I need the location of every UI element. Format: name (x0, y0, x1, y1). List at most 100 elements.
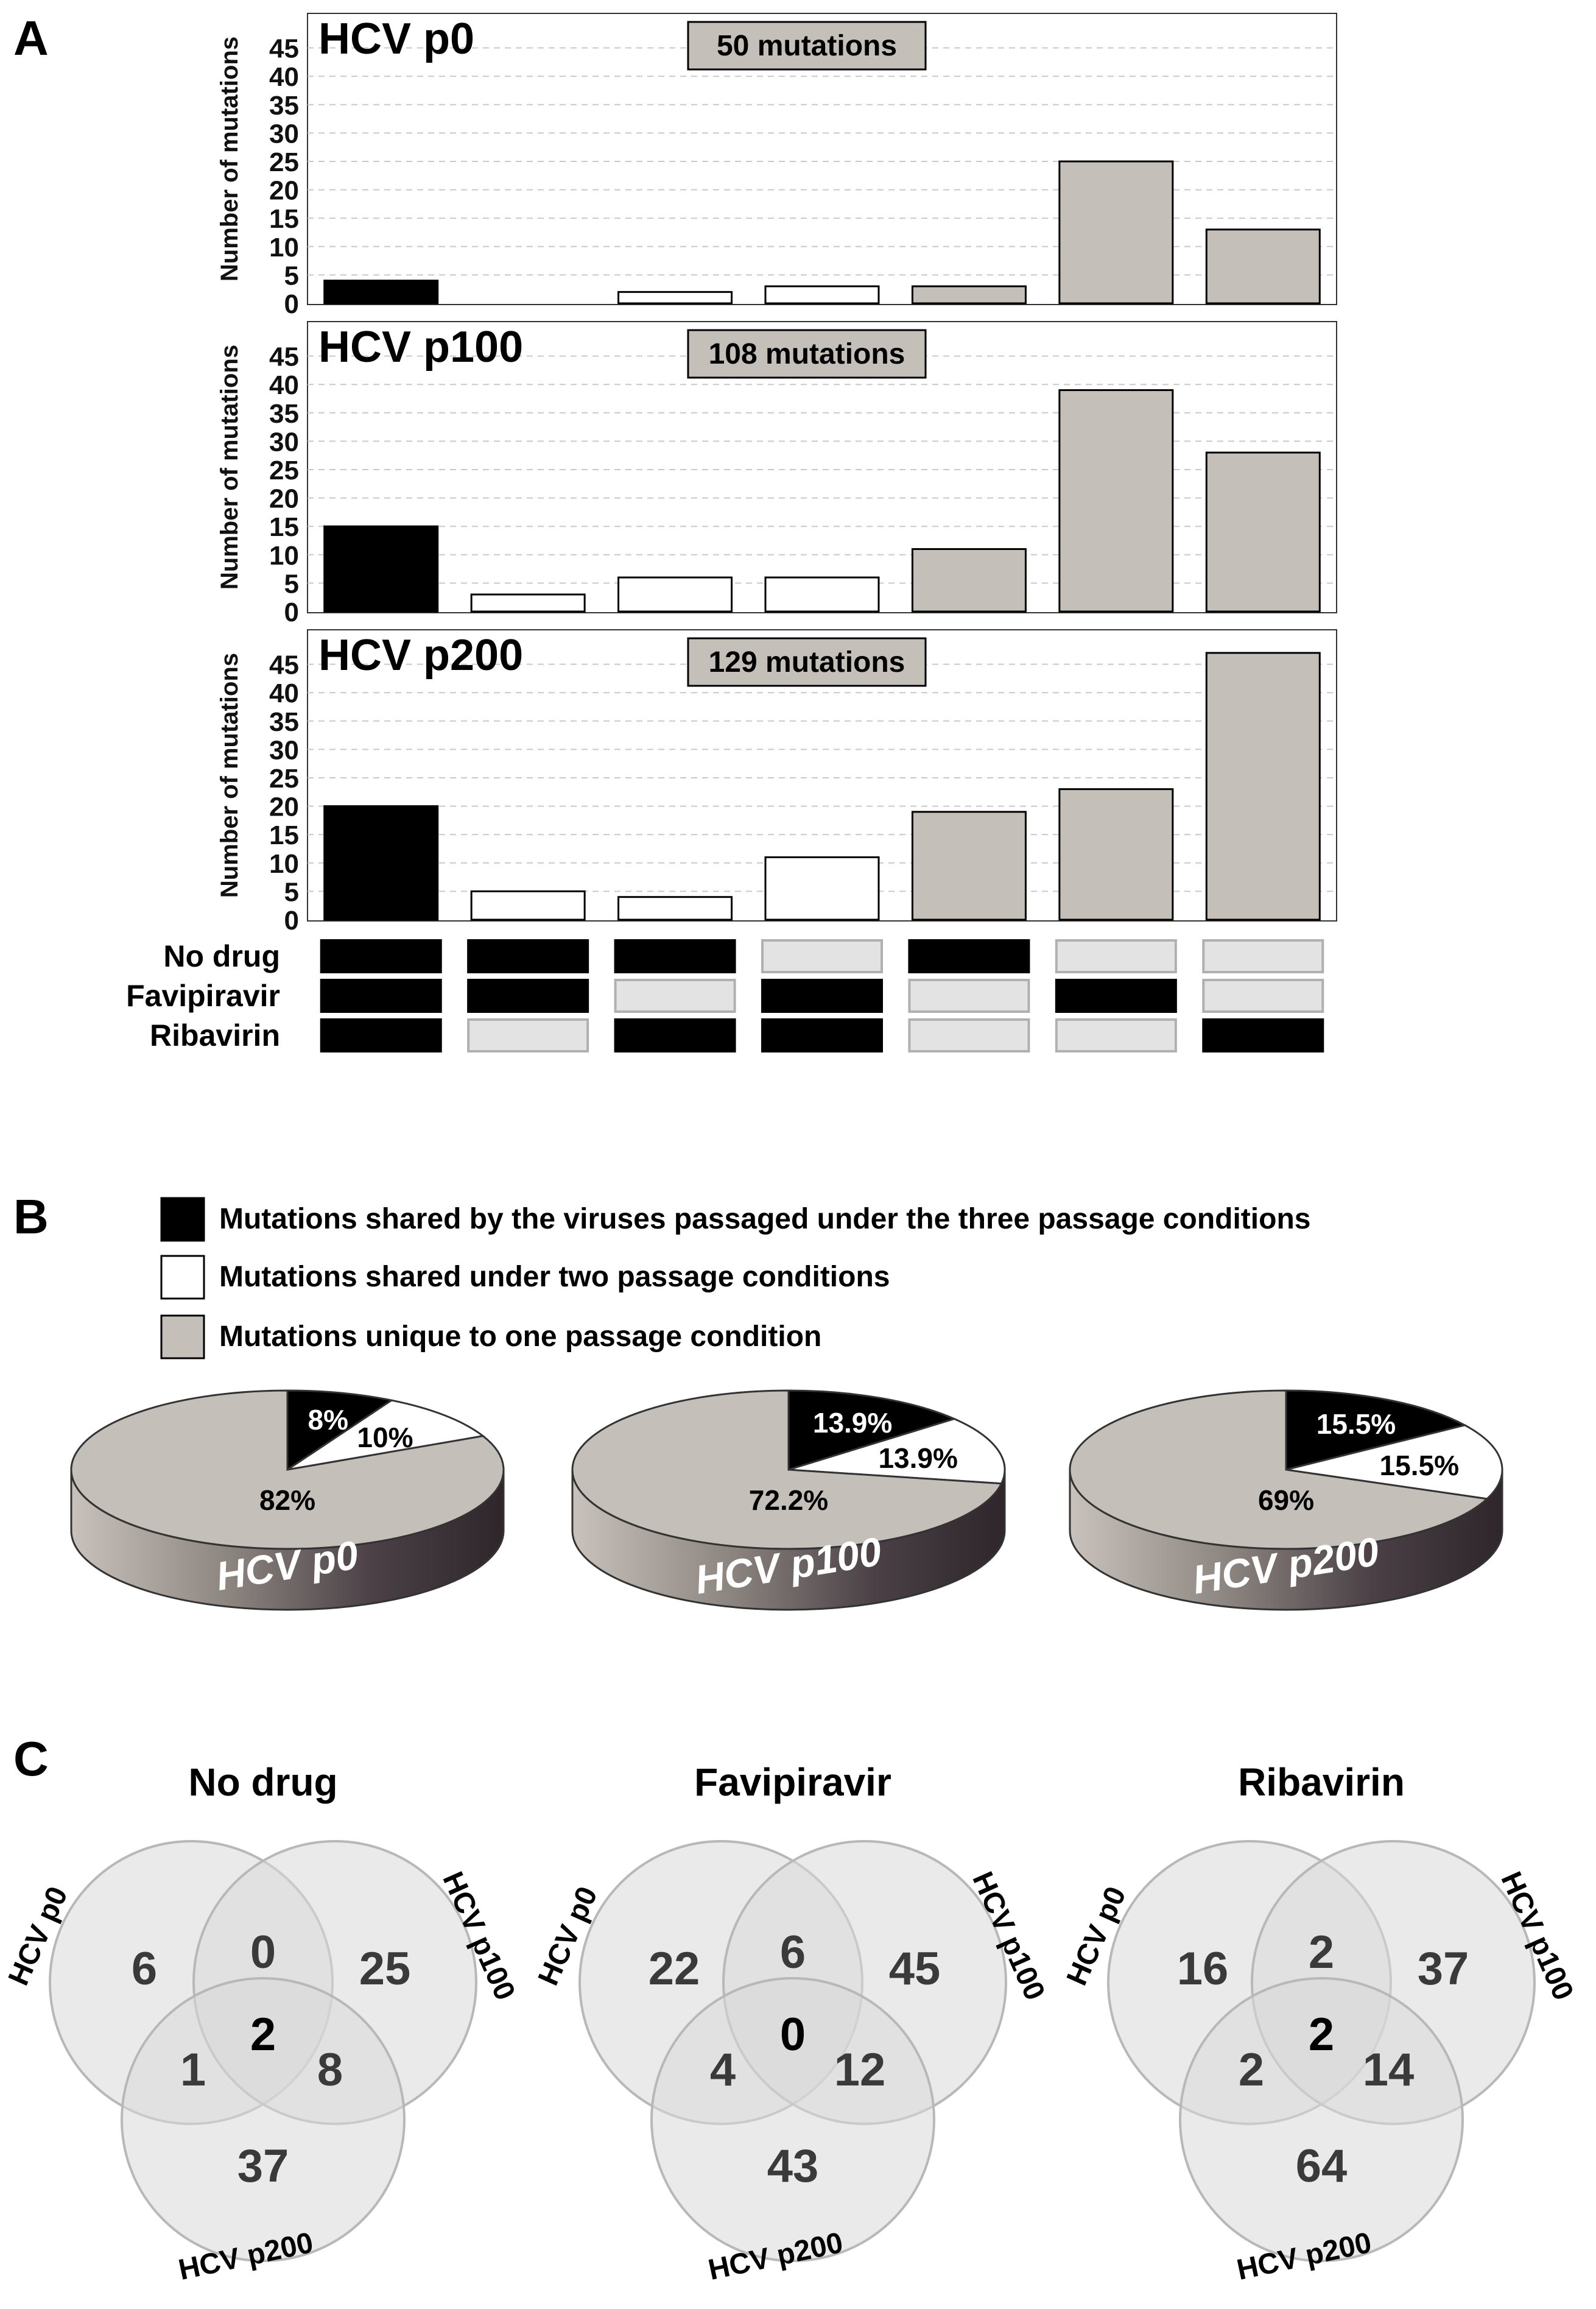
pie-slice (1069, 1389, 1489, 1550)
condition-cell-on (614, 1018, 736, 1052)
venn-region-count: 64 (1296, 2140, 1348, 2192)
mutation-count-badge (687, 21, 927, 71)
venn-region-count: 37 (1418, 1943, 1469, 1995)
venn-set-circle (1179, 1977, 1464, 2262)
venn-region-count: 6 (780, 1927, 806, 1978)
legend-swatch (160, 1314, 205, 1359)
y-tick-label: 40 (269, 62, 299, 92)
panel-label-b: B (13, 1190, 49, 1244)
y-tick-label: 10 (269, 849, 299, 879)
pie-slice-label: 13.9% (813, 1407, 892, 1439)
condition-cell-on (467, 939, 589, 973)
venn-set-circle (650, 1977, 935, 2262)
panel-label-c: C (13, 1732, 49, 1786)
legend-label: Mutations unique to one passage conditio… (219, 1320, 821, 1353)
bar (1205, 228, 1321, 305)
condition-cell-on (320, 939, 442, 973)
y-tick-label: 30 (269, 427, 299, 457)
y-tick-label: 30 (269, 735, 299, 765)
pie-slice-label: 8% (308, 1404, 348, 1436)
venn-region-count: 2 (250, 2009, 276, 2060)
condition-cell-on (614, 939, 736, 973)
pie-slice (70, 1389, 505, 1550)
venn-region-count: 2 (1309, 2009, 1334, 2060)
venn-region-count: 43 (767, 2140, 819, 2192)
venn-title: Ribavirin (1238, 1760, 1405, 1804)
y-tick-label: 0 (284, 598, 299, 627)
bar (911, 285, 1027, 305)
chart-title: HCV p100 (318, 323, 523, 372)
bar (323, 525, 439, 613)
venn-region-count: 14 (1363, 2044, 1415, 2096)
pie-slice (787, 1389, 957, 1472)
pie-slice (287, 1399, 485, 1471)
condition-cell-on (320, 1018, 442, 1052)
bar (1205, 451, 1321, 613)
pie-slice (1285, 1424, 1503, 1500)
venn-region-count: 8 (317, 2044, 343, 2096)
pie-slice-label: 82% (259, 1484, 315, 1516)
y-tick-label: 0 (284, 289, 299, 319)
pie-slice-label: 13.9% (878, 1442, 957, 1474)
y-axis-label: Number of mutations (216, 345, 243, 590)
condition-cell-off (467, 1018, 589, 1052)
bar (1058, 389, 1174, 613)
bar (1058, 788, 1174, 921)
condition-cell-off (1055, 939, 1177, 973)
venn-region-count: 4 (710, 2044, 736, 2096)
pie-chart-1: 13.9%13.9%72.2%HCV p100 (571, 1389, 1006, 1611)
mutation-count-badge-label: 50 mutations (717, 30, 897, 62)
pie-chart-0: 8%10%82%HCV p0 (70, 1389, 505, 1611)
venn-region-count: 45 (889, 1943, 941, 1995)
bar (1205, 652, 1321, 921)
y-tick-label: 25 (269, 764, 299, 794)
legend: Mutations shared by the viruses passaged… (160, 1197, 1310, 1359)
y-tick-label: 25 (269, 456, 299, 485)
pie-slice (286, 1389, 394, 1472)
pie-slice-label: 15.5% (1380, 1450, 1459, 1481)
y-tick-label: 20 (269, 792, 299, 822)
venn-title: No drug (188, 1760, 337, 1804)
y-tick-label: 45 (269, 34, 299, 64)
panel-label-a: A (13, 11, 49, 65)
mutation-count-badge-label: 108 mutations (709, 338, 905, 370)
venn-region-count: 0 (250, 1927, 276, 1978)
condition-cell-on (467, 979, 589, 1013)
venn-region-count: 12 (834, 2044, 886, 2096)
y-tick-label: 15 (269, 204, 299, 234)
pie-slice (571, 1389, 1003, 1550)
y-tick-label: 20 (269, 176, 299, 206)
mutation-count-badge-label: 129 mutations (709, 646, 905, 679)
y-tick-label: 35 (269, 399, 299, 429)
y-axis-label: Number of mutations (216, 37, 243, 281)
pie-slice-label: 10% (357, 1422, 413, 1453)
bar (617, 291, 733, 305)
bar (617, 896, 733, 921)
venn-region-count: 2 (1239, 2044, 1264, 2096)
pie-slice-label: 15.5% (1317, 1408, 1396, 1440)
y-tick-label: 15 (269, 512, 299, 542)
venn-region-count: 6 (132, 1943, 157, 1995)
condition-row-label: Ribavirin (150, 1018, 280, 1052)
condition-cell-on (320, 979, 442, 1013)
mutation-count-badge (687, 637, 927, 687)
condition-cell-on (908, 939, 1030, 973)
venn-region-count: 1 (180, 2044, 206, 2096)
bar (764, 576, 880, 613)
bar (764, 285, 880, 305)
bar (911, 548, 1027, 613)
y-tick-label: 45 (269, 342, 299, 372)
chart-title: HCV p200 (318, 631, 523, 680)
venn-region-count: 25 (359, 1943, 411, 1995)
y-axis-label: Number of mutations (216, 653, 243, 898)
legend-label: Mutations shared under two passage condi… (219, 1261, 890, 1293)
y-tick-label: 20 (269, 484, 299, 514)
y-tick-label: 10 (269, 233, 299, 263)
y-tick-label: 25 (269, 147, 299, 177)
bar (1058, 160, 1174, 305)
mutation-count-badge (687, 329, 927, 379)
